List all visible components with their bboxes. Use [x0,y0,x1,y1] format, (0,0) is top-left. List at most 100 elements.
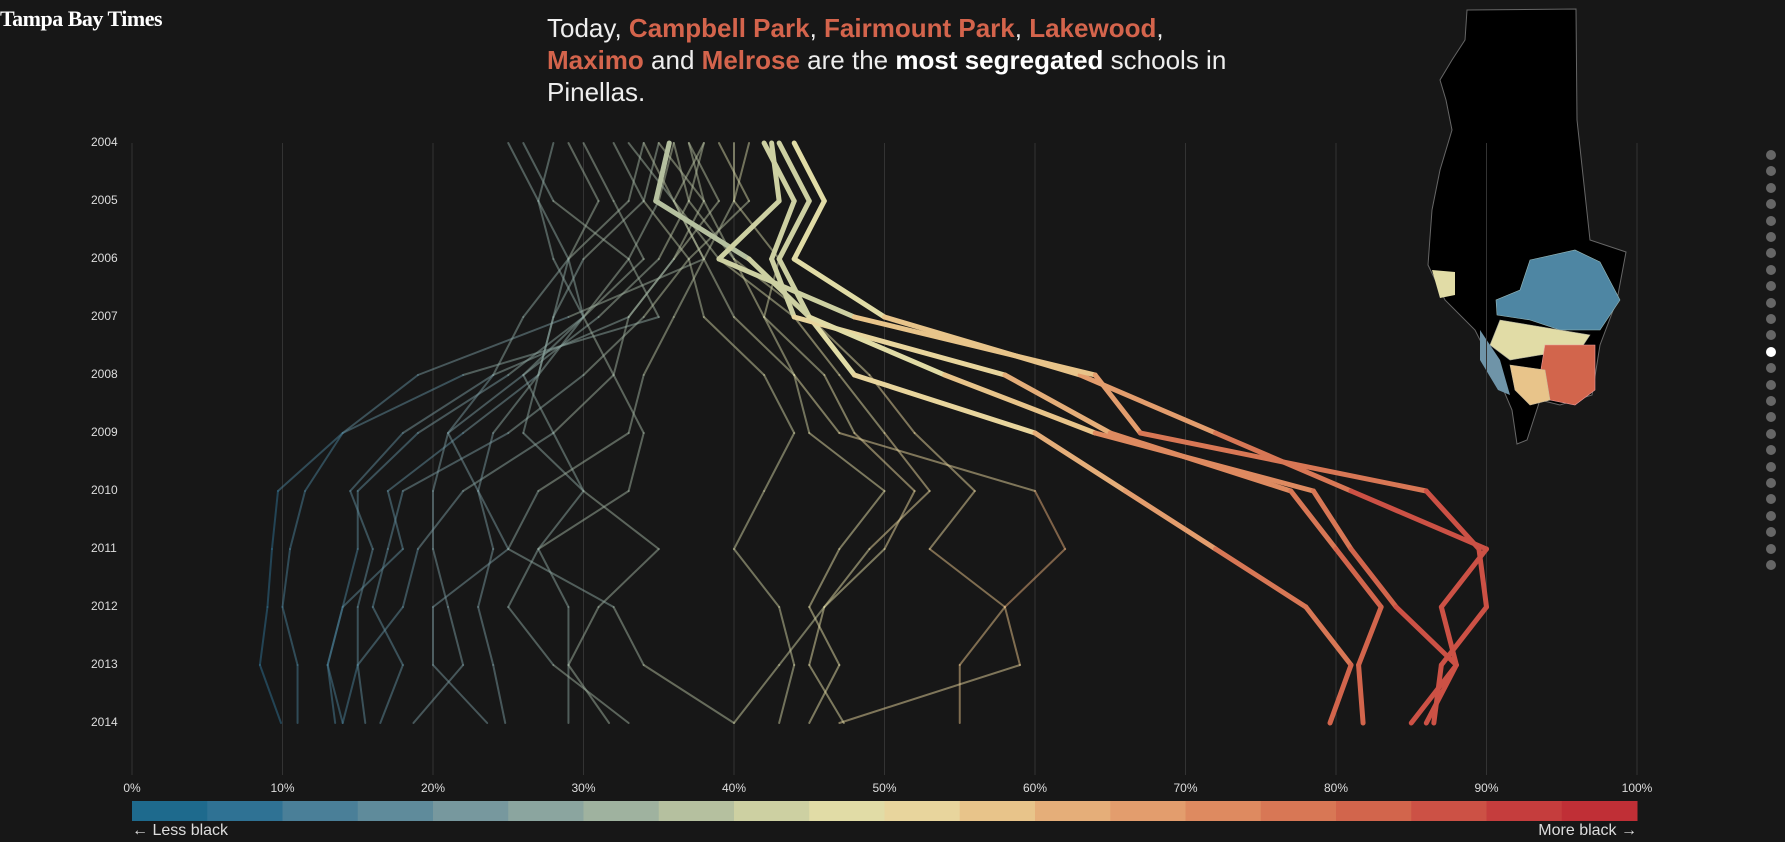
line-segment [733,548,781,608]
nav-dot[interactable] [1766,330,1776,340]
line-segment [341,374,465,434]
line-segment [627,258,675,318]
nav-dot[interactable] [1766,298,1776,308]
line-segment [386,432,465,492]
nav-dot[interactable] [1766,248,1776,258]
nav-dot[interactable] [1766,183,1776,193]
line-segment [258,664,282,724]
line-segment [1438,604,1489,668]
nav-dot[interactable] [1766,462,1776,472]
line-segment [808,664,845,724]
line-segment [477,490,495,550]
line-segment [769,198,797,262]
line-segment [642,258,690,318]
line-segment [653,198,752,262]
x-tick-label: 60% [1023,781,1047,795]
line-segment [702,316,766,376]
y-tick-label: 2009 [91,425,118,439]
line-segment [522,374,555,434]
line-segment [1348,546,1399,610]
line-segment [913,432,976,492]
nav-dot[interactable] [1766,150,1776,160]
line-segment [687,142,720,202]
nav-dot[interactable] [1766,363,1776,373]
line-segment [1137,430,1429,494]
nav-dot[interactable] [1766,412,1776,422]
line-segment [537,432,630,492]
line-segment [883,490,916,550]
nav-dot[interactable] [1766,544,1776,554]
nav-dot[interactable] [1766,511,1776,521]
nav-dot[interactable] [1766,281,1776,291]
nav-dot[interactable] [1766,265,1776,275]
line-segment [356,664,367,724]
color-swatch [884,801,961,821]
color-swatch [1185,801,1262,821]
line-segment [447,374,525,434]
nav-dot[interactable] [1766,166,1776,176]
nav-dot[interactable] [1766,232,1776,242]
line-segment [492,316,525,376]
nav-dot[interactable] [1766,380,1776,390]
line-segment [356,606,404,666]
line-segment [582,142,615,202]
x-tick-label: 70% [1173,781,1197,795]
line-segment [808,664,841,724]
nav-dot[interactable] [1766,314,1776,324]
nav-dot[interactable] [1766,396,1776,406]
y-tick-label: 2006 [91,251,118,265]
page-nav[interactable] [1766,150,1776,570]
line-segment [627,432,645,492]
line-segment [552,664,630,724]
line-segment [1310,488,1354,552]
line-segment [432,664,489,724]
nav-dot[interactable] [1766,478,1776,488]
line-segment [522,374,540,434]
logo: Tampa Bay Times [0,6,163,31]
line-segment [733,142,751,202]
color-swatch [959,801,1036,821]
nav-dot[interactable] [1766,445,1776,455]
line-segment [447,606,465,666]
line-segment [733,316,796,376]
line-segment [717,142,751,202]
y-tick-label: 2005 [91,193,118,207]
line-segment [537,490,630,550]
line-segment [552,200,630,260]
nav-dot[interactable] [1766,216,1776,226]
color-swatch [1336,801,1412,821]
school-line [447,142,645,724]
line-segment [733,664,781,724]
color-scale [132,801,1638,821]
x-tick-label: 30% [571,781,595,795]
nav-dot[interactable] [1766,527,1776,537]
line-segment [507,548,540,608]
line-segment [1348,488,1489,552]
line-segment [537,200,555,260]
school-name: Maximo [547,45,644,75]
line-segment [687,258,705,318]
line-segment [793,374,841,434]
line-segment [717,258,796,318]
line-segment [349,490,374,550]
nav-dot[interactable] [1766,199,1776,209]
line-segment [326,664,344,724]
line-segment [702,258,735,318]
line-segment [612,374,645,434]
nav-dot[interactable] [1766,429,1776,439]
headline-emphasis: most segregated [895,45,1104,75]
line-segment [304,432,344,492]
line-segment [597,548,660,608]
nav-dot[interactable] [1766,560,1776,570]
line-segment [1431,662,1444,726]
line-segment [1288,488,1339,552]
nav-dot-active[interactable] [1766,347,1776,357]
map-zone [1509,364,1551,406]
nav-dot[interactable] [1766,494,1776,504]
line-segment [432,548,510,608]
line-segment [477,548,495,608]
line-segment [507,374,585,434]
school-line [761,140,1384,726]
line-segment [552,432,585,492]
